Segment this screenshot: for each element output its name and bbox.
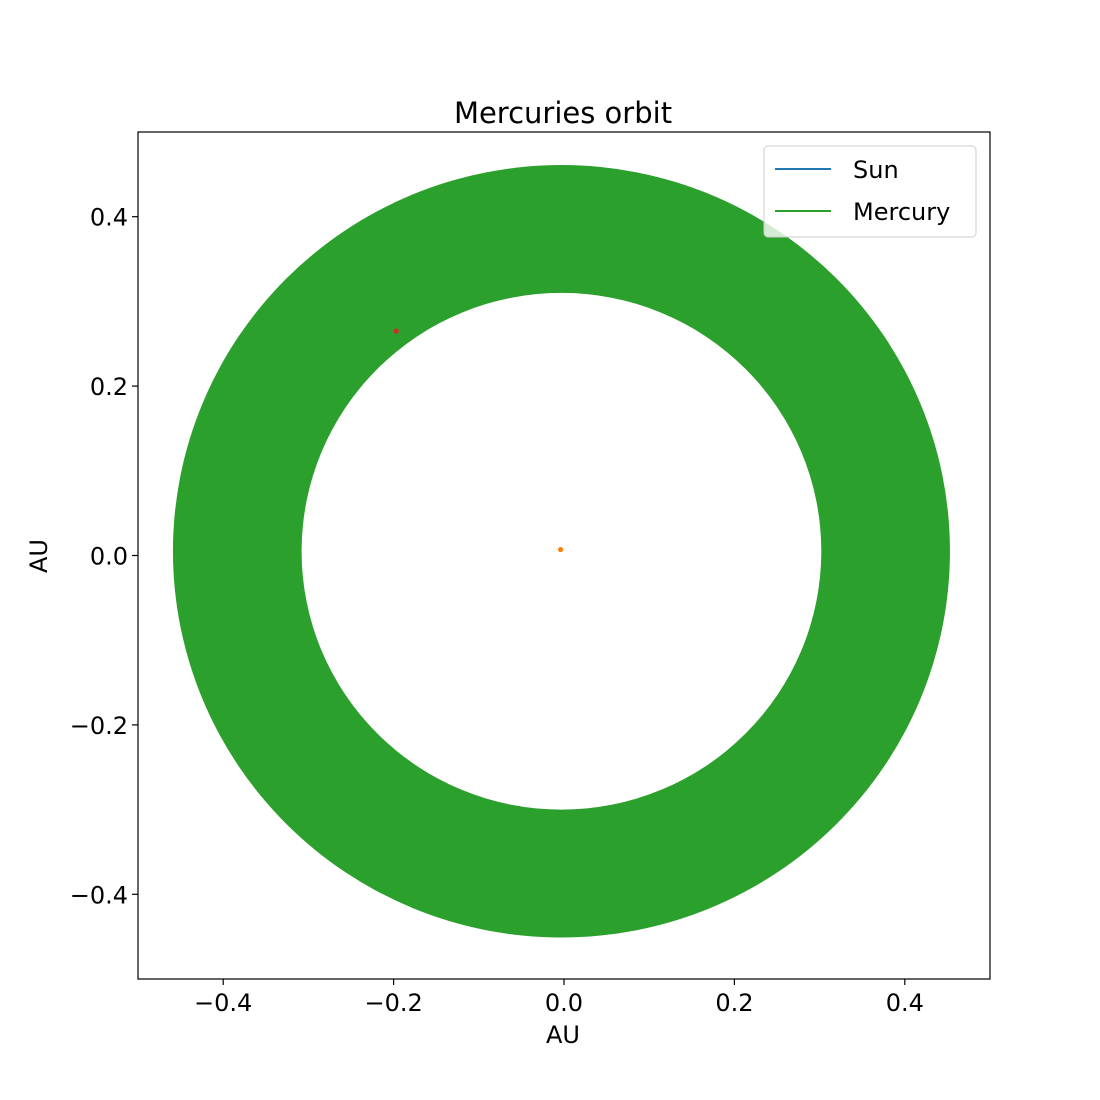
orbit-point-1 (393, 328, 399, 334)
legend-label-mercury: Mercury (853, 198, 950, 226)
mercury-orbit-band (172, 165, 950, 938)
x-axis-label: AU (546, 1021, 580, 1049)
plot-area (172, 165, 950, 938)
orbit-point-0 (557, 546, 564, 553)
y-axis: −0.4 −0.2 0.0 0.2 0.4 (70, 204, 138, 909)
x-tick-label: 0.2 (715, 989, 753, 1017)
x-tick-label: −0.4 (194, 989, 252, 1017)
legend: Sun Mercury (763, 145, 977, 238)
legend-label-sun: Sun (853, 156, 899, 184)
y-tick-label: 0.0 (90, 543, 128, 571)
y-tick-label: 0.4 (90, 204, 128, 232)
y-axis-label: AU (25, 539, 53, 573)
y-tick-label: −0.2 (70, 712, 128, 740)
y-tick-label: 0.2 (90, 373, 128, 401)
x-axis: −0.4 −0.2 0.0 0.2 0.4 (194, 979, 924, 1017)
x-tick-label: 0.0 (545, 989, 583, 1017)
x-tick-label: −0.2 (364, 989, 422, 1017)
x-tick-label: 0.4 (886, 989, 924, 1017)
y-tick-label: −0.4 (70, 881, 128, 909)
chart-title: Mercuries orbit (454, 96, 672, 130)
